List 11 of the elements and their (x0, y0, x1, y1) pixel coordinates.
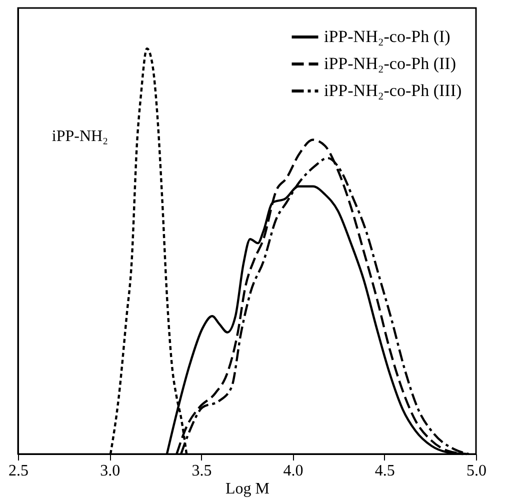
legend-label: iPP-NH₂-co-Ph (III) (324, 81, 462, 100)
x-tick-label: 4.0 (283, 462, 304, 480)
x-tick-label: 3.5 (192, 462, 212, 480)
x-tick-label: 2.5 (8, 462, 28, 480)
x-tick-label: 5.0 (466, 462, 486, 480)
annotation: iPP-NH₂ (52, 128, 108, 145)
x-tick-label: 3.0 (100, 462, 120, 480)
legend-label: iPP-NH₂-co-Ph (II) (324, 54, 456, 73)
x-axis-title: Log M (226, 480, 270, 498)
legend-label: iPP-NH₂-co-Ph (I) (324, 27, 450, 46)
x-tick-label: 4.5 (374, 462, 395, 480)
